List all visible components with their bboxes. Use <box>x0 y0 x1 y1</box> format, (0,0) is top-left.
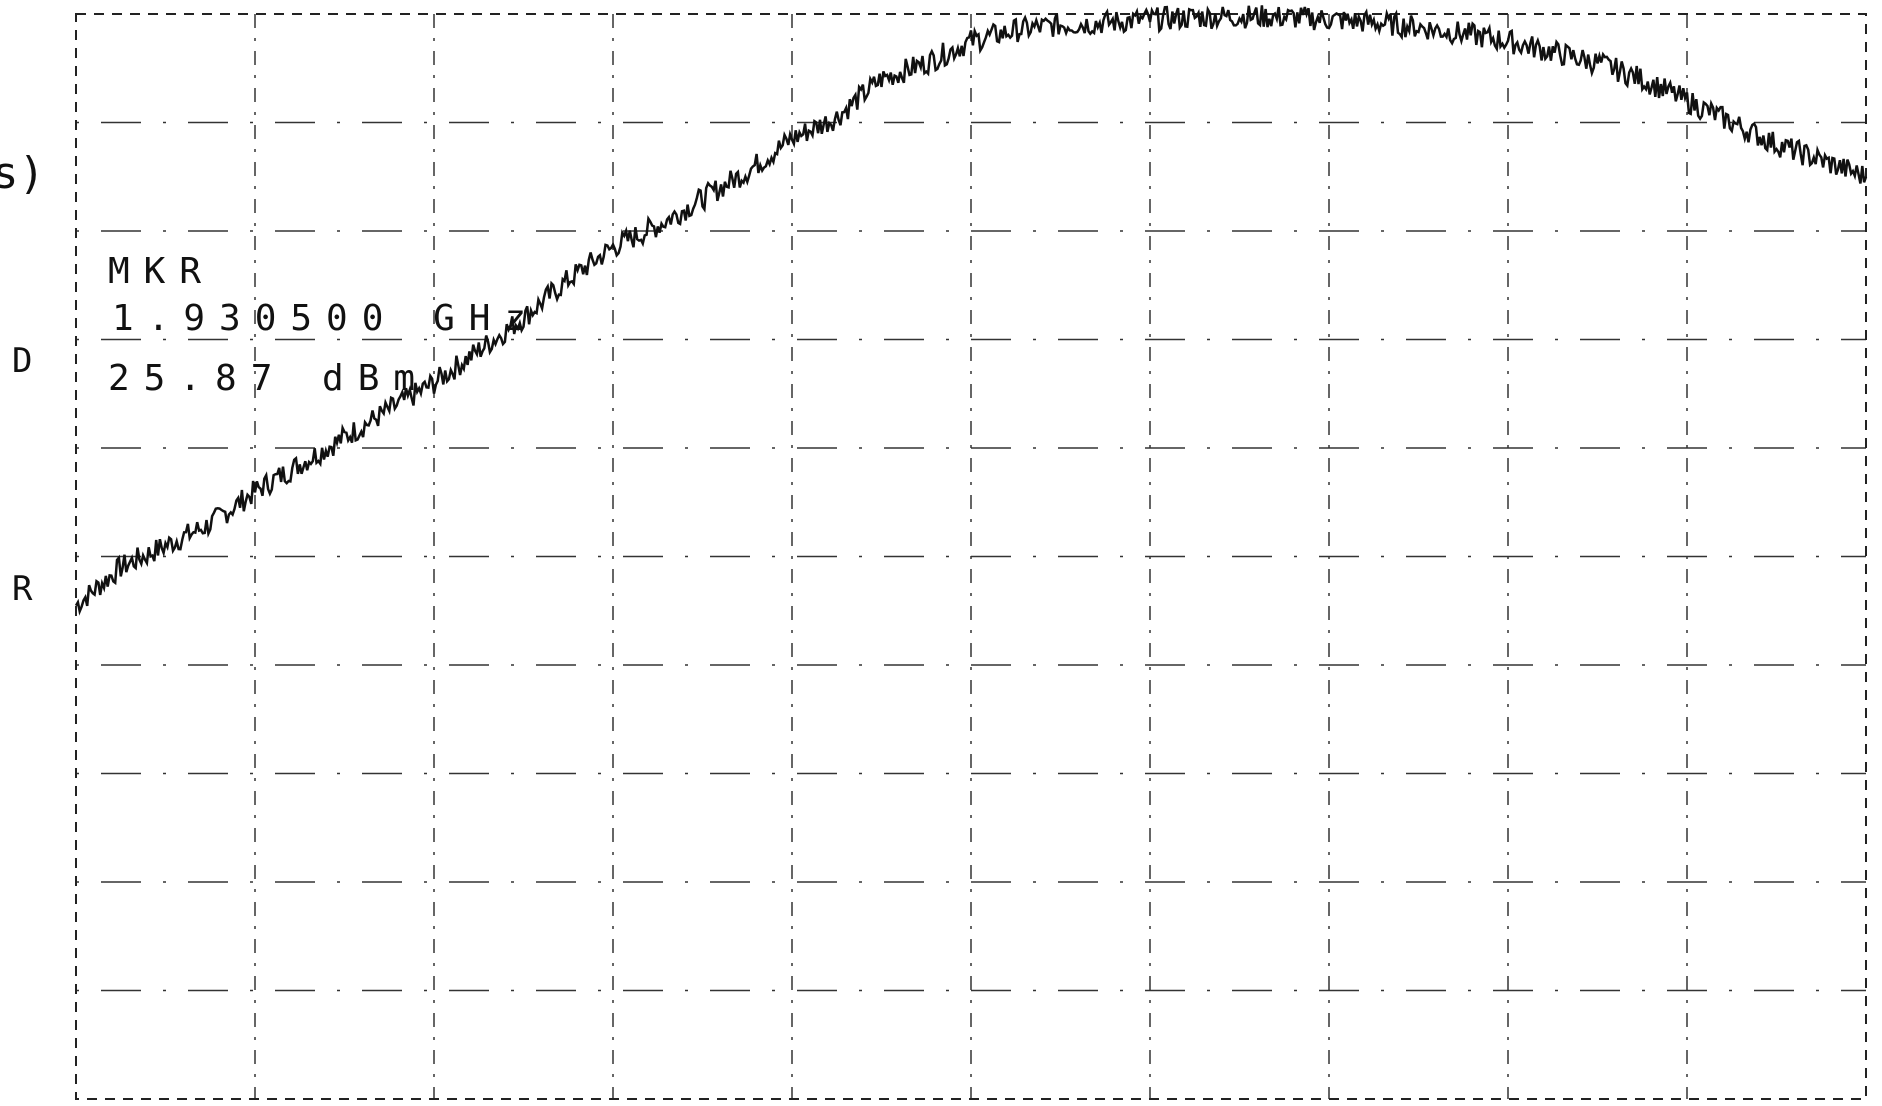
left-paren-label: s) <box>0 148 45 199</box>
marker-label: MKR <box>108 251 215 292</box>
spectrum-trace <box>74 5 1868 616</box>
left-label-r: R <box>12 569 33 609</box>
marker-level: 25.87 dBm <box>108 358 429 399</box>
plot-frame <box>75 13 1867 1100</box>
marker-frequency: 1.930500 GHz <box>112 298 540 339</box>
left-label-d: D <box>12 341 32 381</box>
plot-grid <box>76 14 1866 1099</box>
